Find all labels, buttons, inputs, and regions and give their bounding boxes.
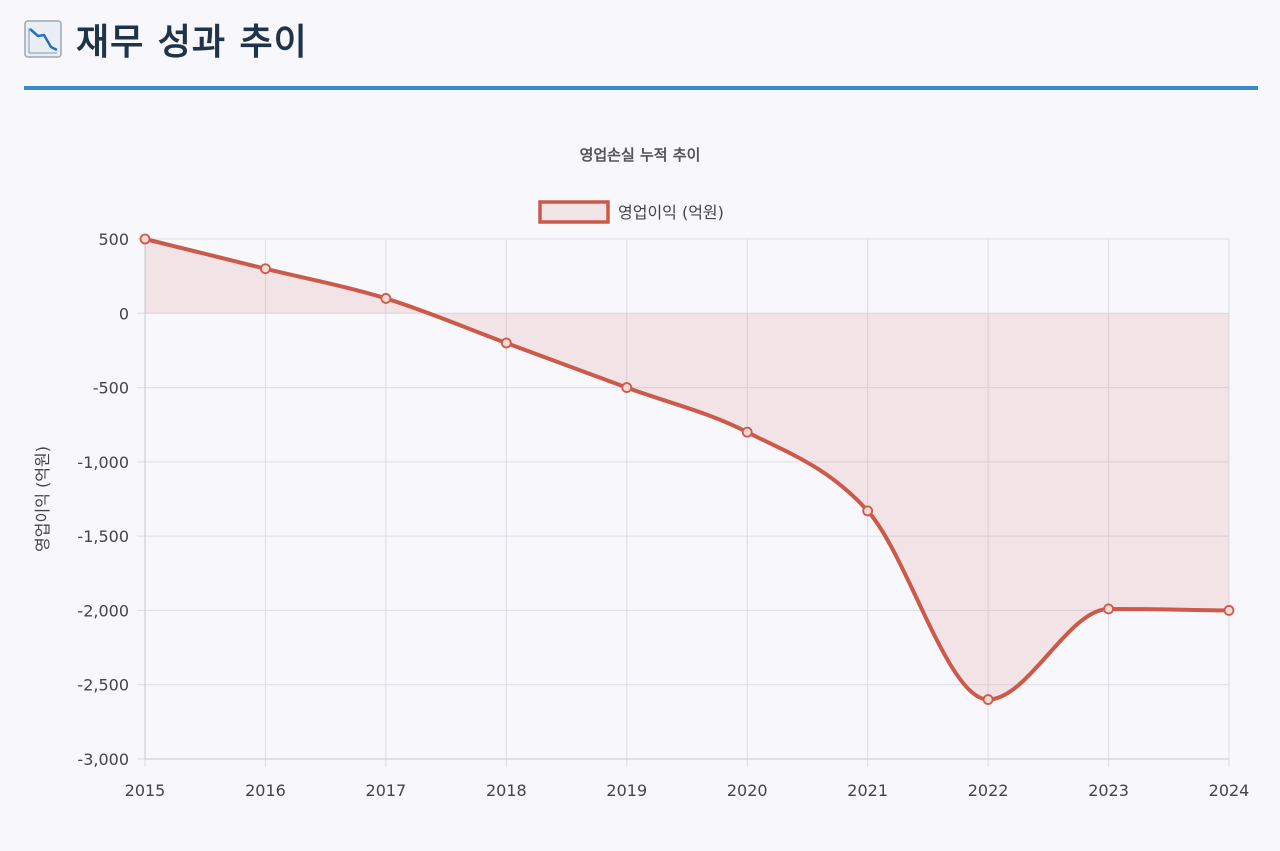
chart-title: 영업손실 누적 추이 bbox=[580, 146, 701, 164]
x-tick-label: 2024 bbox=[1209, 781, 1250, 800]
data-point-2016 bbox=[260, 263, 271, 275]
data-point-2018 bbox=[500, 337, 512, 349]
y-tick-label: -2,500 bbox=[77, 676, 129, 695]
y-axis-title: 영업이익 (억원) bbox=[33, 446, 52, 552]
legend-label: 영업이익 (억원) bbox=[618, 203, 724, 222]
data-point-2024 bbox=[1223, 605, 1235, 616]
y-tick-label: -1,000 bbox=[77, 453, 129, 472]
data-point-2015 bbox=[139, 233, 151, 245]
y-tick-label: -2,000 bbox=[77, 601, 129, 620]
data-point-2020 bbox=[741, 426, 753, 438]
data-point-2019 bbox=[621, 382, 633, 393]
series-area-fill bbox=[145, 239, 1229, 700]
series-line bbox=[143, 237, 1231, 702]
x-tick-label: 2015 bbox=[125, 781, 166, 800]
y-tick-label: 0 bbox=[119, 304, 129, 323]
x-tick-label: 2021 bbox=[847, 781, 888, 800]
data-point-2017 bbox=[380, 293, 392, 304]
x-tick-label: 2017 bbox=[366, 781, 407, 800]
header-divider bbox=[24, 86, 1258, 90]
x-tick-label: 2019 bbox=[606, 781, 647, 800]
page-title: 재무 성과 추이 bbox=[76, 22, 308, 63]
y-tick-label: -3,000 bbox=[77, 750, 129, 769]
data-point-2021 bbox=[862, 505, 874, 517]
y-tick-label: -1,500 bbox=[77, 527, 129, 546]
y-tick-label: -500 bbox=[93, 379, 129, 398]
chart-decreasing-icon bbox=[24, 20, 62, 58]
x-tick-label: 2022 bbox=[968, 781, 1009, 800]
x-tick-label: 2018 bbox=[486, 781, 527, 800]
x-tick-label: 2016 bbox=[245, 781, 286, 800]
legend-swatch bbox=[538, 200, 610, 224]
x-tick-label: 2020 bbox=[727, 781, 768, 800]
x-tick-label: 2023 bbox=[1088, 781, 1129, 800]
data-point-2022 bbox=[982, 694, 994, 705]
data-point-2023 bbox=[1103, 603, 1114, 615]
y-tick-label: 500 bbox=[98, 230, 129, 249]
page-header: 재무 성과 추이 bbox=[24, 10, 1258, 68]
